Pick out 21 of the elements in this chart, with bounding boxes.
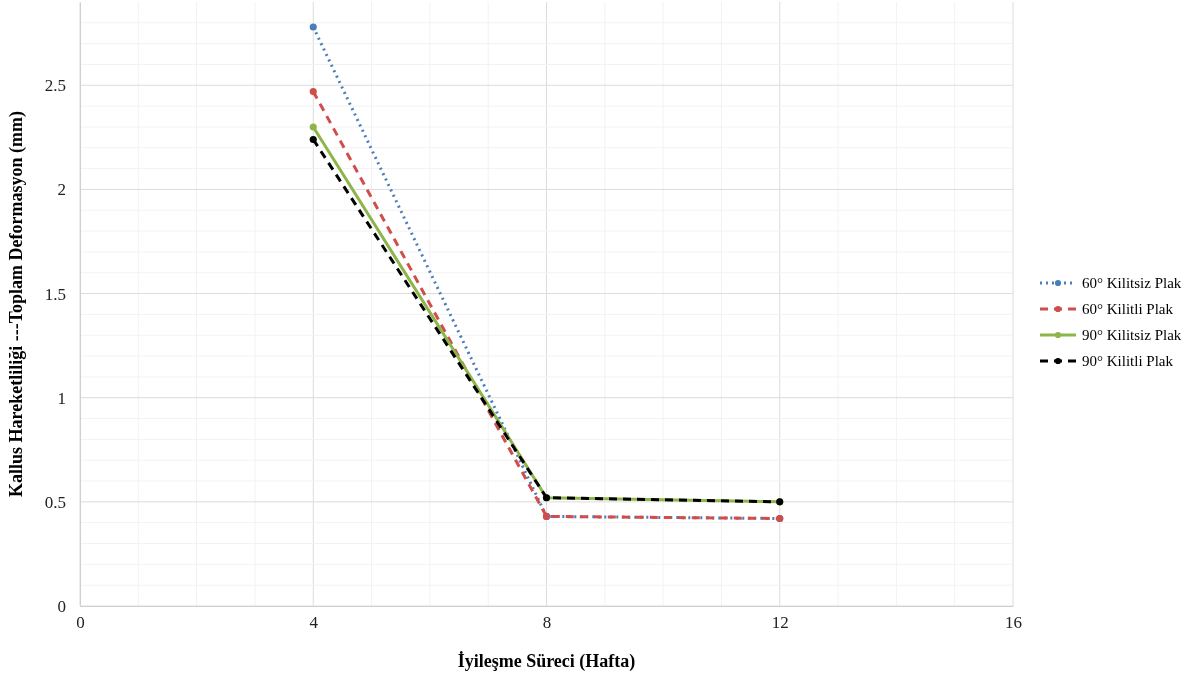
point	[309, 88, 317, 96]
legend-label: 90° Kilitsiz Plak	[1082, 327, 1182, 343]
legend-label: 90° Kilitli Plak	[1082, 353, 1174, 369]
y-axis-title: Kallus Hareketliliği ---Toplam Deformasyon (mm)	[6, 111, 27, 497]
x-tick-label: 16	[1005, 613, 1022, 633]
y-tick-label: 1.5	[44, 284, 66, 304]
legend-label: 60° Kilitli Plak	[1082, 301, 1174, 317]
legend-label: 60° Kilitsiz Plak	[1082, 275, 1182, 291]
point	[309, 123, 317, 131]
x-tick-label: 8	[542, 613, 552, 633]
point	[309, 23, 317, 31]
y-tick-label: 0.5	[44, 492, 66, 512]
x-axis-title: İyileşme Süreci (Hafta)	[457, 651, 636, 672]
point	[309, 135, 317, 144]
x-tick-label: 0	[76, 613, 85, 633]
y-tick-label: 1	[57, 388, 66, 408]
x-tick-label: 12	[771, 613, 789, 633]
y-tick-label: 2	[57, 180, 66, 200]
y-tick-label: 2.5	[44, 76, 66, 96]
y-tick-label: 0	[57, 596, 66, 616]
x-tick-label: 4	[309, 613, 319, 633]
